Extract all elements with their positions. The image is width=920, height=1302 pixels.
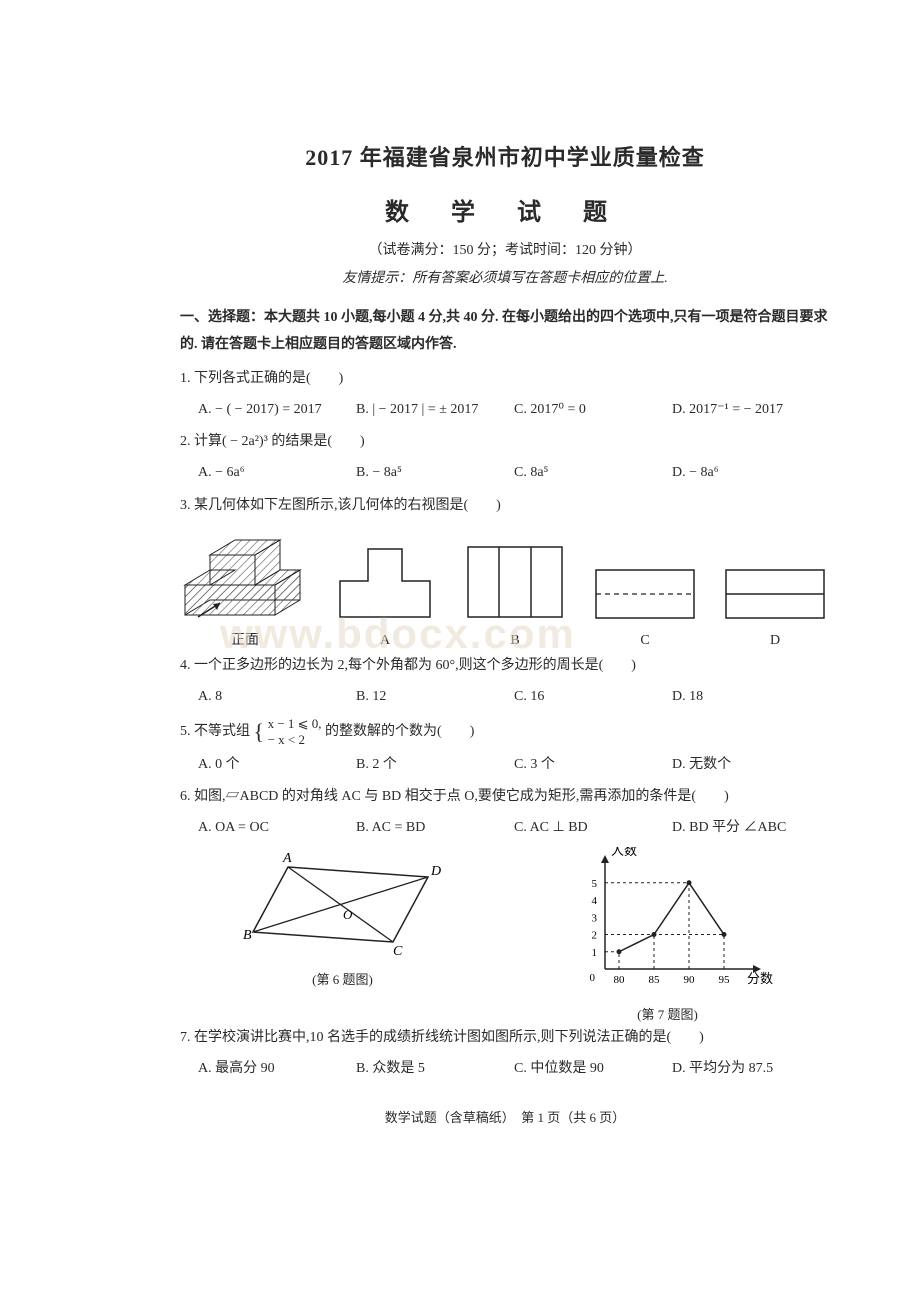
q6-opt-c: C. AC ⊥ BD bbox=[514, 815, 672, 842]
info-line: （试卷满分：150 分；考试时间：120 分钟） bbox=[180, 239, 830, 259]
q7-opt-d: D. 平均分为 87.5 bbox=[672, 1056, 830, 1083]
q1-opt-b: B. | − 2017 | = ± 2017 bbox=[356, 397, 514, 424]
q5-stem: 5. 不等式组 { x − 1 ⩽ 0, − x < 2 的整数解的个数为( ) bbox=[180, 716, 830, 747]
svg-text:O: O bbox=[343, 907, 353, 922]
svg-text:A: A bbox=[282, 851, 292, 866]
q5-options: A. 0 个 B. 2 个 C. 3 个 D. 无数个 bbox=[180, 752, 830, 779]
q6-figure: A D B C O (第 6 题图) bbox=[180, 847, 505, 1023]
q3-stem: 3. 某几何体如下左图所示,该几何体的右视图是( ) bbox=[180, 493, 830, 520]
q4-options: A. 8 B. 12 C. 16 D. 18 bbox=[180, 684, 830, 711]
q3-opt-a-fig: A bbox=[330, 539, 440, 649]
svg-text:D: D bbox=[430, 864, 441, 879]
q5-opt-a: A. 0 个 bbox=[198, 752, 356, 779]
q2-stem: 2. 计算( − 2a²)³ 的结果是( ) bbox=[180, 429, 830, 456]
q7-chart-svg: 1 2 3 4 5 80 85 90 95 人数分数 0 bbox=[563, 847, 773, 997]
q6-stem: 6. 如图,▱ABCD 的对角线 AC 与 BD 相交于点 O,要使它成为矩形,… bbox=[180, 784, 830, 811]
svg-text:95: 95 bbox=[718, 974, 730, 986]
q4-opt-d: D. 18 bbox=[672, 684, 830, 711]
q1-opt-d: D. 2017⁻¹ = − 2017 bbox=[672, 397, 830, 424]
brace-icon: { bbox=[254, 719, 265, 744]
q3-optB-svg bbox=[460, 539, 570, 624]
page-footer: 数学试题（含草稿纸） 第 1 页（共 6 页） bbox=[180, 1107, 830, 1126]
q7-stem: 7. 在学校演讲比赛中,10 名选手的成绩折线统计图如图所示,则下列说法正确的是… bbox=[180, 1025, 830, 1052]
q3-solid: 正面 bbox=[180, 525, 310, 649]
q3-label-c: C bbox=[590, 633, 700, 649]
q4-opt-a: A. 8 bbox=[198, 684, 356, 711]
q3-opt-c-fig: C bbox=[590, 564, 700, 649]
q3-optD-svg bbox=[720, 564, 830, 624]
svg-text:0: 0 bbox=[589, 972, 595, 984]
q4-stem: 4. 一个正多边形的边长为 2,每个外角都为 60°,则这个多边形的周长是( ) bbox=[180, 653, 830, 680]
svg-text:90: 90 bbox=[683, 974, 695, 986]
q7-opt-a: A. 最高分 90 bbox=[198, 1056, 356, 1083]
q5-ineq1: x − 1 ⩽ 0, bbox=[268, 716, 322, 731]
q2-opt-d: D. − 8a⁶ bbox=[672, 460, 830, 487]
q7-caption: (第 7 题图) bbox=[505, 1004, 830, 1023]
q6-options: A. OA = OC B. AC = BD C. AC ⊥ BD D. BD 平… bbox=[180, 815, 830, 842]
title-sub: 数 学 试 题 bbox=[180, 192, 830, 227]
q5-opt-b: B. 2 个 bbox=[356, 752, 514, 779]
svg-text:B: B bbox=[243, 928, 252, 943]
q1-opt-a: A. − ( − 2017) = 2017 bbox=[198, 397, 356, 424]
q3-label-d: D bbox=[720, 633, 830, 649]
title-main: 2017 年福建省泉州市初中学业质量检查 bbox=[180, 140, 830, 172]
svg-text:4: 4 bbox=[591, 895, 597, 907]
q7-options: A. 最高分 90 B. 众数是 5 C. 中位数是 90 D. 平均分为 87… bbox=[180, 1056, 830, 1083]
q5-opt-d: D. 无数个 bbox=[672, 752, 830, 779]
hint-line: 友情提示：所有答案必须填写在答题卡相应的位置上. bbox=[180, 267, 830, 287]
section1-header: 一、选择题：本大题共 10 小题,每小题 4 分,共 40 分. 在每小题给出的… bbox=[180, 305, 830, 358]
svg-text:1: 1 bbox=[591, 947, 597, 959]
q3-optC-svg bbox=[590, 564, 700, 624]
q5-stem-pre: 5. 不等式组 bbox=[180, 724, 250, 739]
q3-optA-svg bbox=[330, 539, 440, 624]
q3-opt-d-fig: D bbox=[720, 564, 830, 649]
q3-front-label: 正面 bbox=[180, 629, 310, 649]
q3-figure-row: 正面 A B C bbox=[180, 525, 830, 649]
svg-text:5: 5 bbox=[591, 878, 597, 890]
q6-opt-b: B. AC = BD bbox=[356, 815, 514, 842]
q3-label-a: A bbox=[330, 633, 440, 649]
q2-opt-a: A. − 6a⁶ bbox=[198, 460, 356, 487]
svg-text:人数: 人数 bbox=[611, 847, 637, 858]
svg-text:分数: 分数 bbox=[747, 971, 773, 986]
q7-opt-b: B. 众数是 5 bbox=[356, 1056, 514, 1083]
q6-caption: (第 6 题图) bbox=[180, 969, 505, 988]
q7-opt-c: C. 中位数是 90 bbox=[514, 1056, 672, 1083]
q2-opt-b: B. − 8a⁵ bbox=[356, 460, 514, 487]
svg-text:C: C bbox=[393, 944, 403, 959]
q2-opt-c: C. 8a⁵ bbox=[514, 460, 672, 487]
svg-text:3: 3 bbox=[591, 913, 597, 925]
q5-stem-post: 的整数解的个数为( ) bbox=[325, 724, 474, 739]
q5-ineq2: − x < 2 bbox=[268, 732, 305, 747]
q6-opt-d: D. BD 平分 ∠ABC bbox=[672, 815, 830, 842]
q7-figure: 1 2 3 4 5 80 85 90 95 人数分数 0 (第 7 题图) bbox=[505, 847, 830, 1023]
q1-stem: 1. 下列各式正确的是( ) bbox=[180, 366, 830, 393]
exam-page: 2017 年福建省泉州市初中学业质量检查 数 学 试 题 （试卷满分：150 分… bbox=[0, 0, 920, 1166]
svg-text:80: 80 bbox=[613, 974, 625, 986]
q3-solid-svg bbox=[180, 525, 310, 620]
svg-text:2: 2 bbox=[591, 930, 597, 942]
q1-opt-c: C. 2017⁰ = 0 bbox=[514, 397, 672, 424]
q4-opt-c: C. 16 bbox=[514, 684, 672, 711]
q6-parallelogram-svg: A D B C O bbox=[233, 847, 453, 962]
q6-q7-figure-row: A D B C O (第 6 题图) 1 2 3 4 5 80 85 90 95 人数分数 0 (第… bbox=[180, 847, 830, 1023]
q2-options: A. − 6a⁶ B. − 8a⁵ C. 8a⁵ D. − 8a⁶ bbox=[180, 460, 830, 487]
q1-options: A. − ( − 2017) = 2017 B. | − 2017 | = ± … bbox=[180, 397, 830, 424]
q4-opt-b: B. 12 bbox=[356, 684, 514, 711]
q3-opt-b-fig: B bbox=[460, 539, 570, 649]
q3-label-b: B bbox=[460, 633, 570, 649]
svg-text:85: 85 bbox=[648, 974, 660, 986]
q5-opt-c: C. 3 个 bbox=[514, 752, 672, 779]
q6-opt-a: A. OA = OC bbox=[198, 815, 356, 842]
